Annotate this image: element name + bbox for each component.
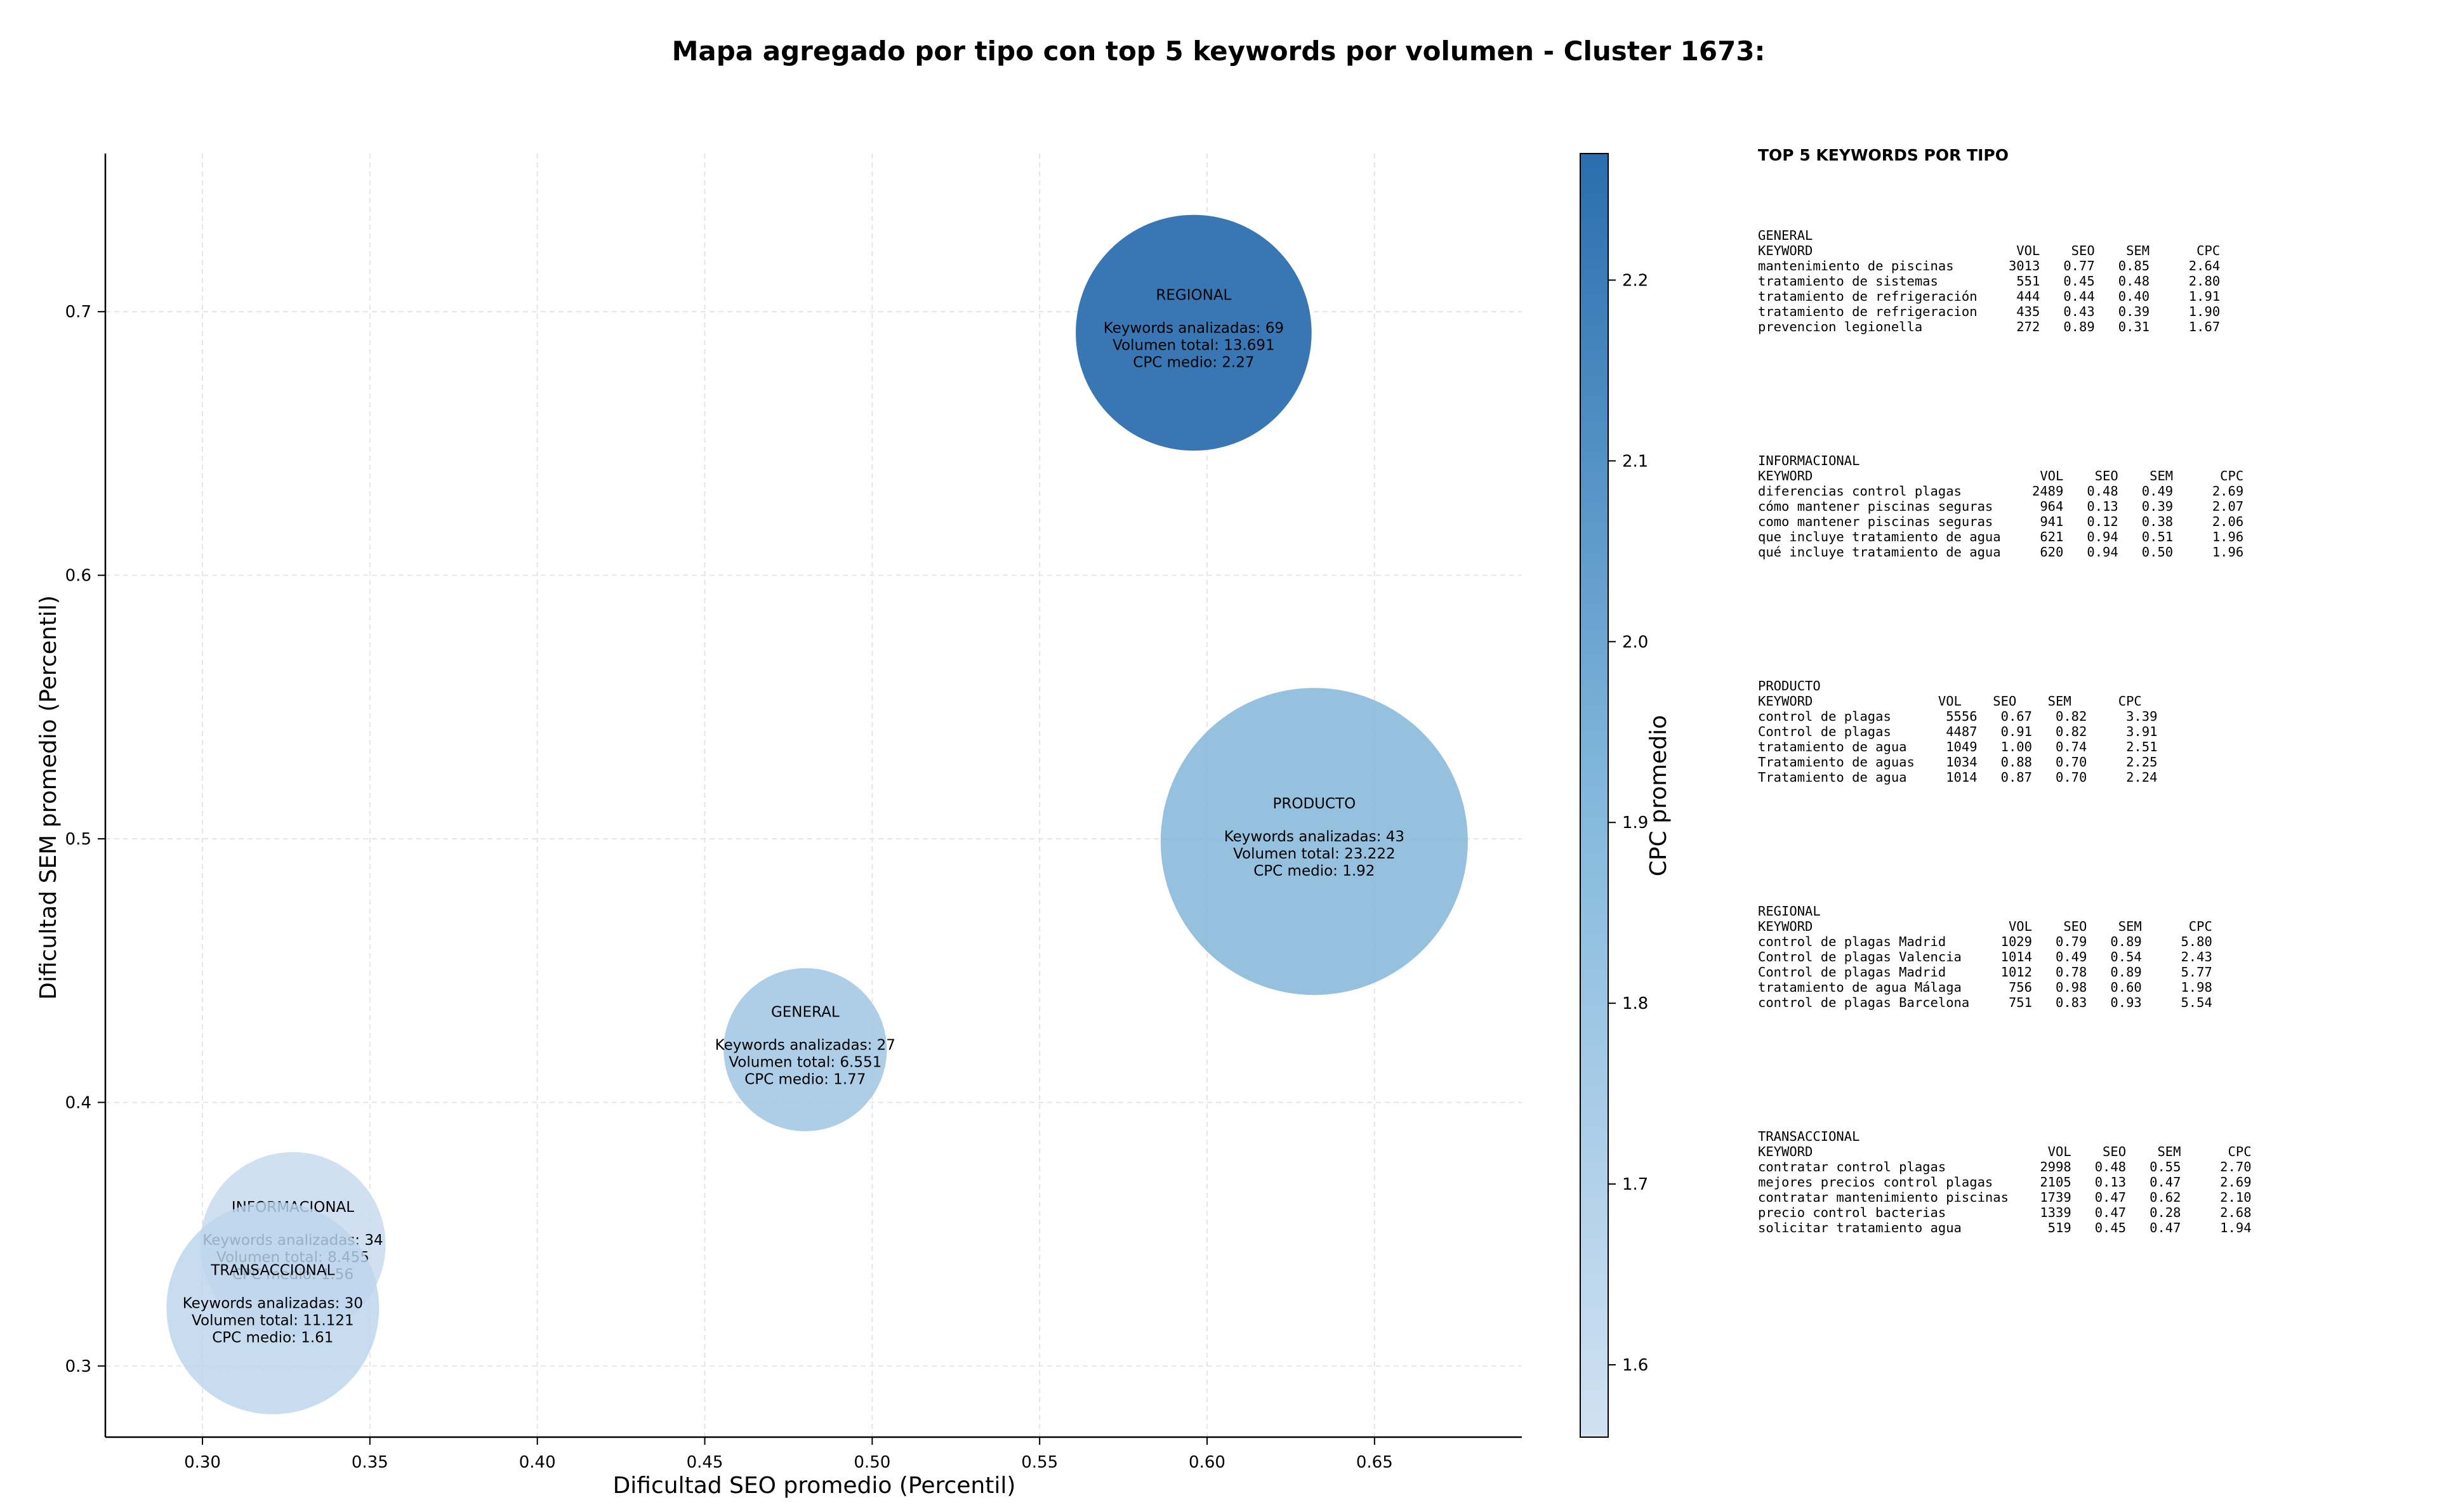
keywords-block-informacional: INFORMACIONAL KEYWORD VOL SEO SEM CPC di…	[1758, 453, 2393, 678]
bubble-circle	[1160, 688, 1468, 996]
x-axis-label: Dificultad SEO promedio (Percentil)	[613, 1473, 1016, 1499]
keywords-block-transaccional: TRANSACCIONAL KEYWORD VOL SEO SEM CPC co…	[1758, 1129, 2393, 1354]
x-tick-label: 0.60	[1189, 1453, 1225, 1472]
colorbar-tick-label: 1.7	[1622, 1175, 1648, 1194]
bubble-cpc-label: CPC medio: 1.77	[744, 1071, 866, 1088]
bubble-analyzed-label: Keywords analizadas: 27	[715, 1037, 895, 1053]
keywords-table-regional: REGIONAL KEYWORD VOL SEO SEM CPC control…	[1758, 904, 2212, 1010]
keywords-block-regional: REGIONAL KEYWORD VOL SEO SEM CPC control…	[1758, 904, 2393, 1129]
x-tick-label: 0.65	[1356, 1453, 1393, 1472]
bubble-circle	[723, 968, 887, 1131]
y-tick-label: 0.6	[65, 567, 91, 586]
bubble-analyzed-label: Keywords analizadas: 30	[183, 1295, 363, 1311]
colorbar: 1.6 1.7 1.8 1.9 2.0 2.1 2.2	[1580, 153, 1648, 1438]
keywords-table-producto: PRODUCTO KEYWORD VOL SEO SEM CPC control…	[1758, 678, 2158, 785]
keywords-table-general: GENERAL KEYWORD VOL SEO SEM CPC mantenim…	[1758, 228, 2221, 334]
y-tick-label: 0.5	[65, 830, 91, 849]
bubble-type-label: GENERAL	[771, 1004, 840, 1020]
x-tick-label: 0.50	[854, 1453, 890, 1472]
bubble-volume-label: Volumen total: 6.551	[729, 1054, 882, 1070]
axes: 0.30 0.35 0.40 0.45 0.50 0.55 0.60 0.65 0.3 0.4 0.…	[65, 154, 1522, 1472]
chart-title: Mapa agregado por tipo con top 5 keyword…	[672, 36, 1766, 67]
bubble-circle	[1076, 214, 1312, 451]
keywords-table-transaccional: TRANSACCIONAL KEYWORD VOL SEO SEM CPC co…	[1758, 1129, 2252, 1235]
bubble-volume-label: Volumen total: 13.691	[1113, 337, 1275, 353]
colorbar-gradient	[1580, 153, 1609, 1438]
keywords-panel-heading: TOP 5 KEYWORDS POR TIPO	[1758, 146, 2009, 164]
y-axis-label: Dificultad SEM promedio (Percentil)	[36, 595, 62, 1000]
bubble-type-label: REGIONAL	[1156, 287, 1231, 303]
colorbar-tick-label: 1.8	[1622, 994, 1648, 1013]
x-tick-label: 0.40	[519, 1453, 556, 1472]
x-tick-label: 0.55	[1021, 1453, 1058, 1472]
x-tick-label: 0.45	[687, 1453, 723, 1472]
bubble-cpc-label: CPC medio: 2.27	[1133, 354, 1254, 371]
colorbar-tick-label: 1.9	[1622, 813, 1648, 832]
bubble-circle	[166, 1201, 380, 1414]
bubble-type-label: TRANSACCIONAL	[210, 1262, 334, 1279]
bubble-volume-label: Volumen total: 23.222	[1233, 846, 1396, 862]
y-tick-label: 0.7	[65, 303, 91, 322]
x-tick-label: 0.30	[184, 1453, 221, 1472]
colorbar-tick-label: 2.1	[1622, 452, 1648, 471]
bubble-volume-label: Volumen total: 11.121	[192, 1312, 354, 1329]
y-tick-label: 0.4	[65, 1093, 91, 1112]
bubble-transaccional: TRANSACCIONAL Keywords analizadas: 30Volu…	[166, 1201, 380, 1414]
colorbar-label: CPC promedio	[1646, 715, 1672, 876]
y-tick-label: 0.3	[65, 1357, 91, 1376]
keywords-panel: TOP 5 KEYWORDS POR TIPO GENERAL KEYWORD …	[1758, 146, 2393, 1354]
bubble-cpc-label: CPC medio: 1.61	[212, 1329, 333, 1346]
colorbar-tick-label: 2.2	[1622, 271, 1648, 290]
x-tick-label: 0.35	[352, 1453, 388, 1472]
colorbar-tick-label: 1.6	[1622, 1356, 1648, 1375]
colorbar-tick-label: 2.0	[1622, 633, 1648, 652]
bubble-type-label: PRODUCTO	[1272, 796, 1356, 812]
bubble-cpc-label: CPC medio: 1.92	[1253, 863, 1375, 879]
bubble-analyzed-label: Keywords analizadas: 43	[1224, 829, 1404, 845]
keywords-block-general: GENERAL KEYWORD VOL SEO SEM CPC mantenim…	[1758, 228, 2393, 453]
keywords-block-producto: PRODUCTO KEYWORD VOL SEO SEM CPC control…	[1758, 678, 2393, 904]
bubble-analyzed-label: Keywords analizadas: 69	[1104, 320, 1284, 336]
keywords-table-informacional: INFORMACIONAL KEYWORD VOL SEO SEM CPC di…	[1758, 453, 2244, 560]
